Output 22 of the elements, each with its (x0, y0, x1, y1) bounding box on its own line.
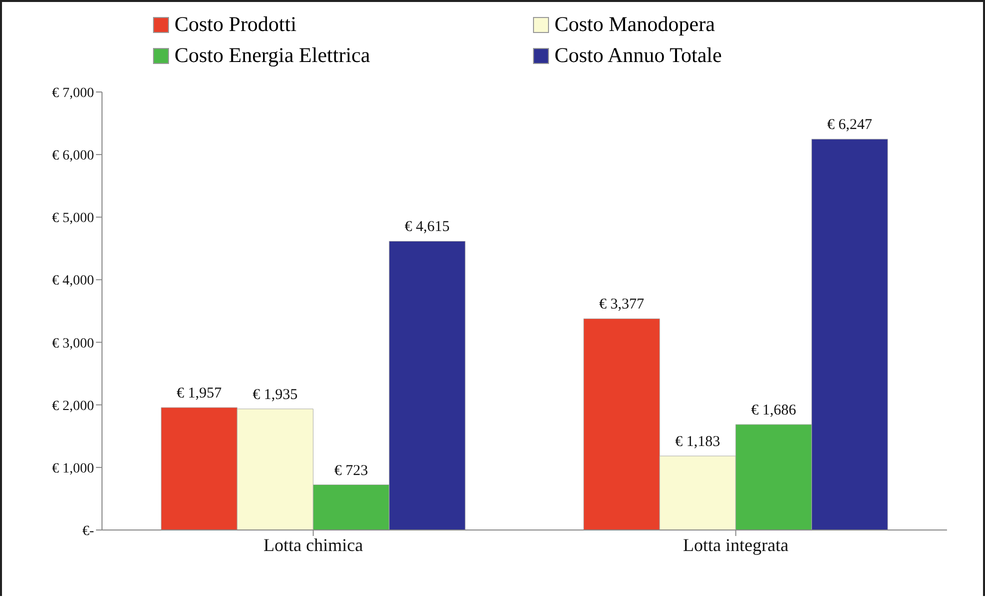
x-tick-label: Lotta chimica (264, 534, 363, 555)
y-tick-label: € 4,000 (52, 274, 94, 289)
data-label: € 1,935 (252, 386, 298, 403)
y-tick-label: €- (82, 524, 94, 539)
x-tick-label: Lotta integrata (683, 534, 788, 555)
data-label: € 3,377 (599, 296, 645, 313)
y-tick-label: € 1,000 (52, 461, 94, 476)
data-label: € 1,686 (751, 402, 797, 419)
data-label: € 723 (334, 462, 368, 479)
y-tick-label: € 7,000 (52, 86, 94, 101)
y-tick-label: € 5,000 (52, 211, 94, 226)
legend-label: Costo Annuo Totale (554, 43, 722, 68)
legend-label: Costo Manodopera (554, 12, 715, 37)
legend-label: Costo Prodotti (174, 12, 296, 37)
data-label: € 1,957 (176, 386, 222, 402)
y-tick-label: € 2,000 (52, 398, 94, 414)
legend-label: Costo Energia Elettrica (174, 43, 370, 68)
data-label: € 1,183 (675, 434, 720, 450)
y-tick-label: € 3,000 (52, 336, 94, 352)
data-label: € 6,247 (827, 117, 873, 134)
y-tick-label: € 6,000 (52, 148, 94, 164)
data-label: € 4,615 (404, 219, 450, 236)
